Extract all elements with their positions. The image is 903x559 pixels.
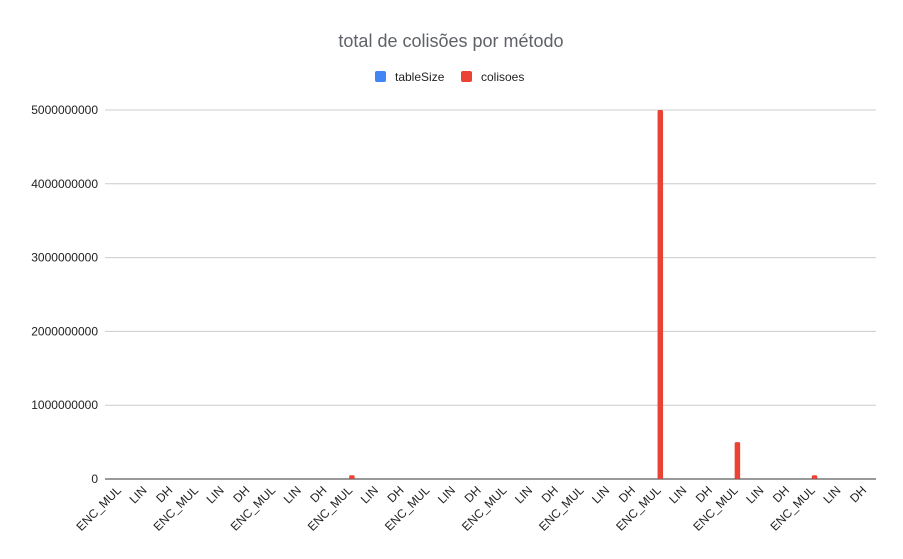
y-tick-label: 4000000000 (31, 177, 98, 191)
x-tick-label: LIN (127, 483, 150, 506)
gridlines (105, 109, 876, 480)
y-tick-label: 5000000000 (31, 103, 98, 117)
x-tick-label: LIN (281, 483, 304, 506)
x-tick-label: ENC_MUL (74, 483, 125, 534)
x-tick-label: LIN (666, 483, 689, 506)
x-tick-label: LIN (589, 483, 612, 506)
bar-colisoes (734, 442, 741, 479)
y-tick-label: 2000000000 (31, 324, 98, 338)
x-tick-label: DH (847, 483, 869, 505)
bar-colisoes (811, 475, 818, 479)
legend-label-colisoes: colisoes (481, 70, 524, 84)
legend-swatch-colisoes (461, 71, 472, 82)
y-tick-label: 0 (91, 472, 98, 486)
y-tick-label: 3000000000 (31, 251, 98, 265)
x-tick-label: LIN (358, 483, 381, 506)
x-tick-label: LIN (820, 483, 843, 506)
x-tick-label: LIN (512, 483, 535, 506)
legend-label-tableSize: tableSize (395, 70, 445, 84)
x-tick-label: LIN (204, 483, 227, 506)
x-tick-label: LIN (743, 483, 766, 506)
y-tick-label: 1000000000 (31, 398, 98, 412)
legend: tableSize colisoes (375, 70, 524, 84)
y-axis: 0 1000000000 2000000000 3000000000 400000000… (31, 103, 98, 486)
bar-colisoes (349, 475, 355, 479)
x-tick-label: LIN (435, 483, 458, 506)
chart-title: total de colisões por método (338, 31, 563, 51)
legend-swatch-tableSize (375, 71, 386, 82)
bars (349, 110, 818, 479)
bar-colisoes (657, 110, 664, 479)
